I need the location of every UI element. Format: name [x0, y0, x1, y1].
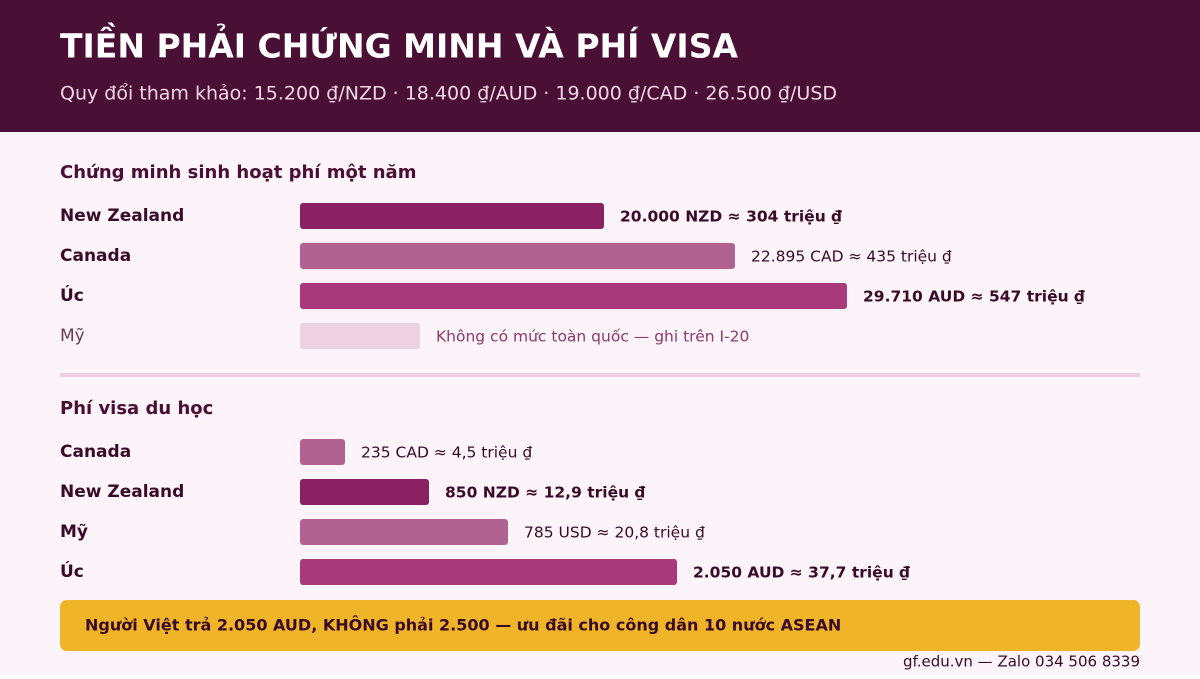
value-label: 29.710 AUD ≈ 547 triệu ₫ [863, 288, 1085, 306]
value-label: 850 NZD ≈ 12,9 triệu ₫ [445, 484, 646, 502]
bar [300, 479, 429, 505]
section-title: Phí visa du học [60, 398, 213, 419]
category-label: Mỹ [60, 522, 88, 542]
subtitle: Quy đổi tham khảo: 15.200 ₫/NZD · 18.400… [60, 83, 837, 105]
bar [300, 559, 677, 585]
footer: gf.edu.vn — Zalo 034 506 8339 [903, 653, 1140, 671]
category-label: Úc [60, 284, 84, 306]
divider [60, 373, 1140, 377]
category-label: Mỹ [60, 326, 85, 346]
bar [300, 439, 345, 465]
value-label: 20.000 NZD ≈ 304 triệu ₫ [620, 208, 842, 226]
value-label: 2.050 AUD ≈ 37,7 triệu ₫ [693, 564, 910, 582]
bar [300, 283, 847, 309]
value-label: 235 CAD ≈ 4,5 triệu ₫ [361, 444, 532, 462]
bar [300, 519, 508, 545]
category-label: New Zealand [60, 206, 184, 226]
title: TIỀN PHẢI CHỨNG MINH VÀ PHÍ VISA [60, 22, 738, 66]
section-title: Chứng minh sinh hoạt phí một năm [60, 162, 416, 183]
category-label: Canada [60, 246, 131, 266]
category-label: Canada [60, 442, 131, 462]
category-label: Úc [60, 560, 84, 582]
bar [300, 203, 604, 229]
value-label: Không có mức toàn quốc — ghi trên I-20 [436, 328, 749, 346]
callout-box [60, 600, 1140, 651]
bar [300, 243, 735, 269]
value-label: 785 USD ≈ 20,8 triệu ₫ [524, 524, 705, 542]
category-label: New Zealand [60, 482, 184, 502]
callout-text: Người Việt trả 2.050 AUD, KHÔNG phải 2.5… [85, 616, 841, 635]
value-label: 22.895 CAD ≈ 435 triệu ₫ [751, 248, 952, 266]
header [0, 0, 1200, 132]
placeholder-bar [300, 323, 420, 349]
